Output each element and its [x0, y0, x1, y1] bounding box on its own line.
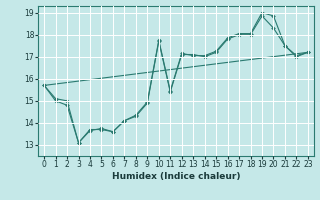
- X-axis label: Humidex (Indice chaleur): Humidex (Indice chaleur): [112, 172, 240, 181]
